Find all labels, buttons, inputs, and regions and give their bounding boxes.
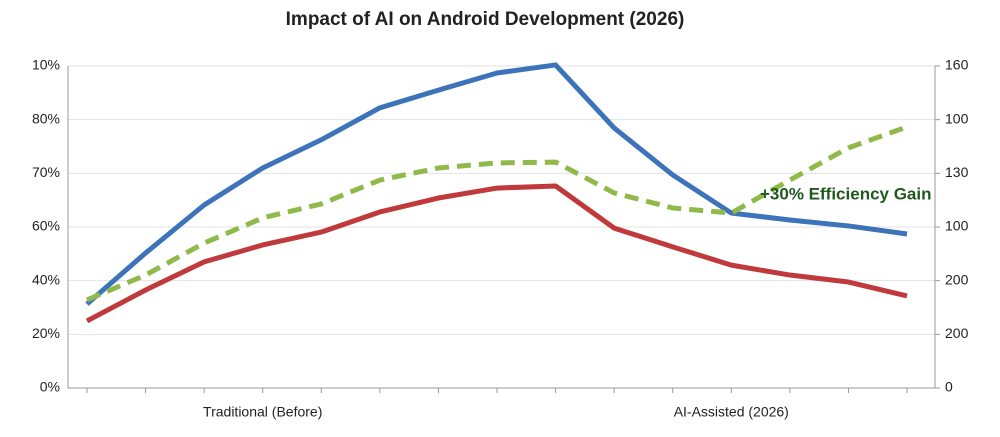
y-tick-label: 20% (32, 325, 60, 341)
series-line (85, 62, 908, 306)
y-tick-label: 70% (32, 164, 60, 180)
series-line (85, 183, 908, 324)
y-tick-label: 10% (32, 57, 60, 73)
x-tick-label: AI-Assisted (2026) (674, 404, 789, 420)
y-tick-label: 80% (32, 110, 60, 126)
y-tick-label: 60% (32, 218, 60, 234)
y2-tick-label: 0 (945, 379, 953, 395)
y2-tick-label: 200 (945, 325, 969, 341)
y2-tick-label: 200 (945, 271, 969, 287)
y2-tick-label: 100 (945, 218, 969, 234)
x-tick-label: Traditional (Before) (203, 404, 322, 420)
y2-tick-label: 100 (945, 110, 969, 126)
y-tick-label: 40% (32, 271, 60, 287)
chart-title: Impact of AI on Android Development (202… (286, 9, 685, 30)
y-tick-label: 0% (40, 379, 60, 395)
annotation: +30% Efficiency Gain (760, 184, 932, 203)
y2-tick-label: 160 (945, 57, 969, 73)
y2-tick-label: 130 (945, 164, 969, 180)
